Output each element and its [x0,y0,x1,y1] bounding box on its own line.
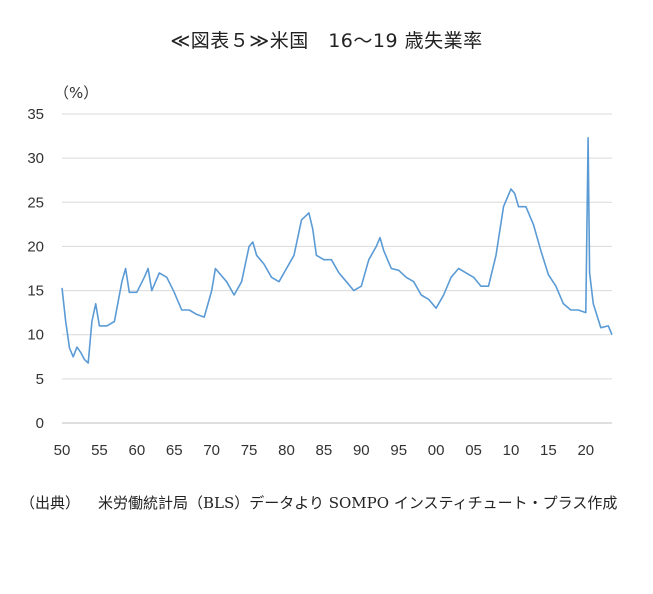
gridlines [62,113,612,380]
x-tick-label: 00 [428,442,445,459]
x-tick-label: 50 [54,442,71,459]
y-tick-label: 25 [27,194,44,211]
x-tick-label: 20 [577,442,594,459]
source-label: （出典） [20,494,81,512]
series-layer [61,137,613,364]
source-note: （出典） 米労働統計局（BLS）データより SOMPO インスティチュート・プラス… [20,492,640,515]
chart-title: ≪図表５≫米国 16～19 歳失業率 [170,30,483,52]
x-tick-label: 80 [278,442,295,459]
x-tick-label: 15 [540,442,557,459]
y-tick-labels: 0 5 10 15 20 25 30 35 [27,106,44,432]
x-tick-label: 95 [390,442,407,459]
y-tick-label: 20 [27,238,44,255]
x-tick-label: 60 [128,442,145,459]
y-tick-label: 15 [27,283,44,300]
y-tick-label: 5 [36,371,44,388]
y-tick-label: 30 [27,150,44,167]
x-tick-label: 75 [241,442,258,459]
source-text: 米労働統計局（BLS）データより SOMPO インスティチュート・プラス作成 [98,494,618,512]
x-tick-label: 05 [465,442,482,459]
y-unit-label: （%） [54,84,99,102]
x-tick-label: 70 [203,442,220,459]
y-tick-label: 10 [27,327,44,344]
y-tick-label: 35 [27,106,44,123]
x-tick-label: 55 [91,442,108,459]
x-tick-label: 65 [166,442,183,459]
x-tick-labels: 50 55 60 65 70 75 80 85 90 95 00 05 10 15 20 [54,442,594,459]
y-tick-label: 0 [36,415,44,432]
x-tick-label: 85 [316,442,333,459]
series-line [61,137,613,364]
x-tick-label: 10 [503,442,520,459]
x-tick-label: 90 [353,442,370,459]
